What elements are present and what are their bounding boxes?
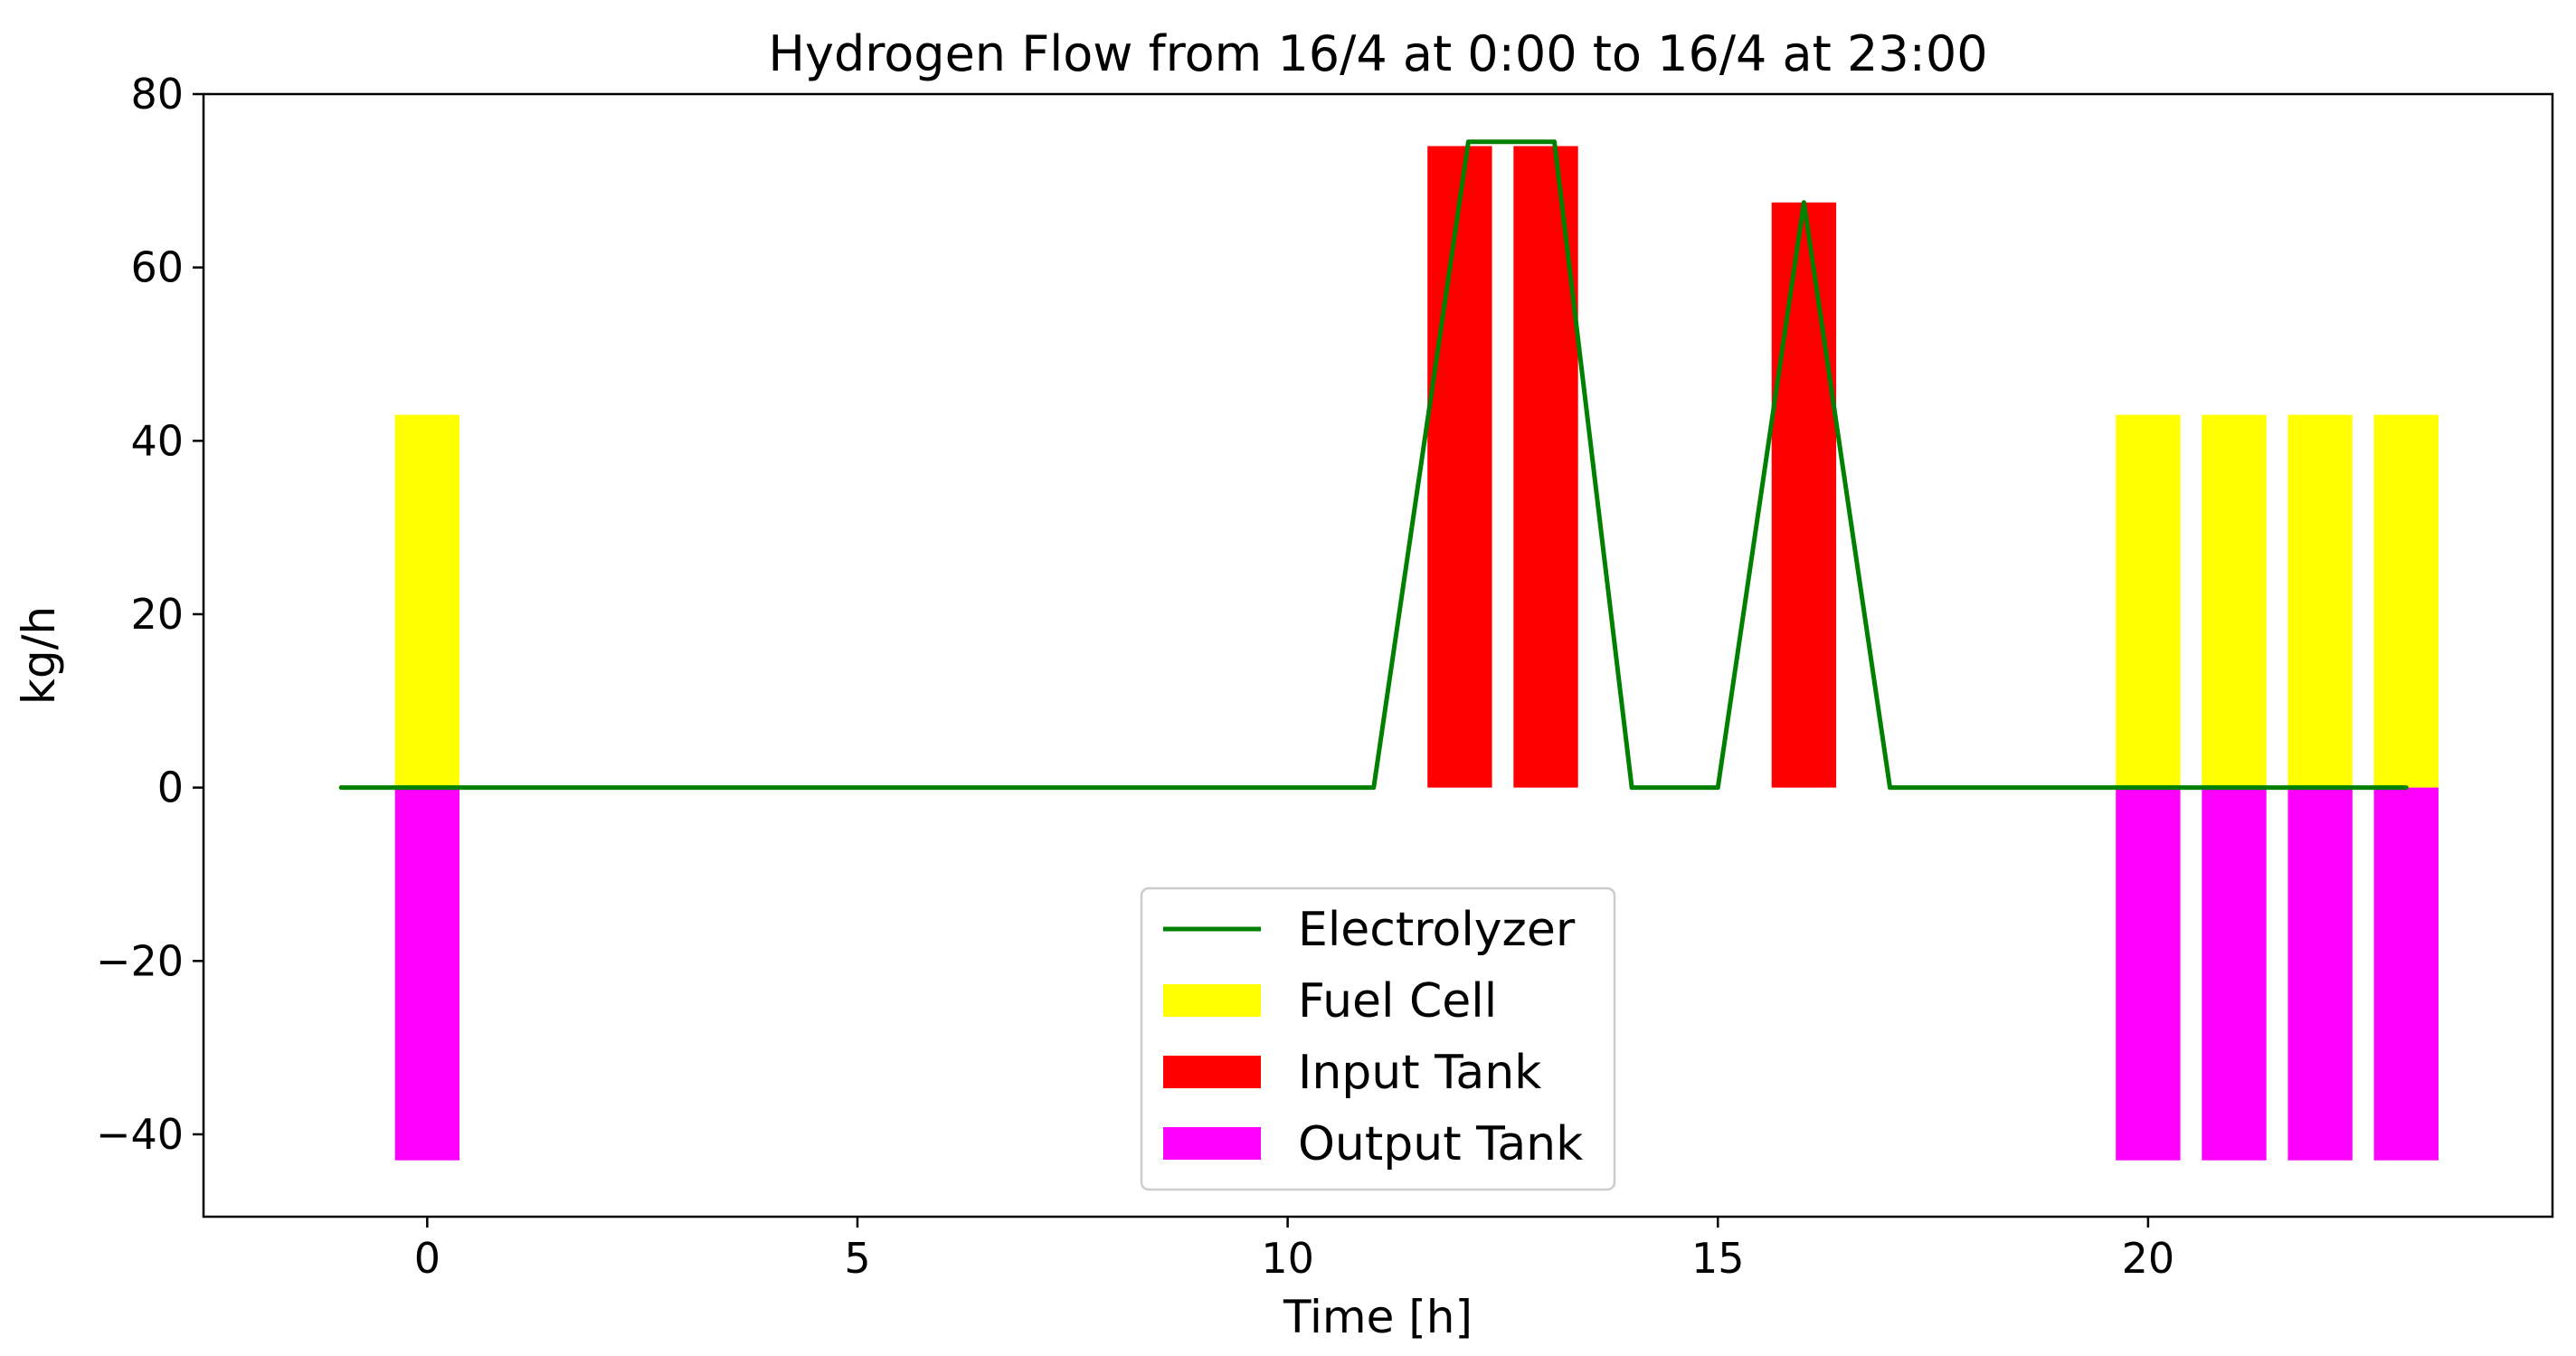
y-tick-label: 20 [130,590,184,639]
y-axis: −40 −20 0 20 40 60 80 [96,70,204,1159]
y-tick-label: 40 [130,416,184,465]
x-tick-label: 10 [1261,1234,1314,1283]
chart-title: Hydrogen Flow from 16/4 at 0:00 to 16/4 … [768,25,1987,82]
legend: Electrolyzer Fuel Cell Input Tank Output Ta… [1140,887,1616,1191]
legend-label-fuel-cell: Fuel Cell [1298,974,1497,1029]
y-tick-label: −20 [96,936,184,985]
legend-label-input-tank: Input Tank [1298,1046,1541,1100]
legend-label-electrolyzer: Electrolyzer [1298,903,1576,957]
bar-input-tank-12 [1427,146,1492,788]
y-tick-label: 0 [157,763,184,812]
y-tick-label: 80 [130,70,184,119]
x-axis: 0 5 10 15 20 [414,1217,2174,1283]
x-axis-label: Time [h] [1283,1291,1473,1343]
bar-output-tank-21 [2202,787,2267,1161]
plot-frame [202,92,2554,1219]
y-tick-label: −40 [96,1110,184,1159]
x-tick-label: 20 [2122,1234,2175,1283]
bar-output-tank-0 [394,787,460,1161]
bar-input-tank-16 [1771,202,1837,788]
legend-label-output-tank: Output Tank [1298,1117,1583,1171]
x-tick-label: 15 [1691,1234,1745,1283]
bar-fuel-cell-22 [2287,414,2353,788]
x-tick-label: 5 [844,1234,870,1283]
lines-layer [338,139,2409,791]
y-axis-label: kg/h [13,606,65,705]
legend-swatch-input-tank [1163,1056,1261,1088]
bar-output-tank-22 [2287,787,2353,1161]
bars-layer [394,146,2439,1161]
legend-box [1140,887,1616,1191]
y-tick-label: 60 [130,243,184,292]
legend-swatch-fuel-cell [1163,984,1261,1017]
line-electrolyzer [338,139,2409,791]
bar-output-tank-20 [2116,787,2181,1161]
legend-swatch-output-tank [1163,1127,1261,1160]
bar-fuel-cell-23 [2373,414,2439,788]
bar-output-tank-23 [2373,787,2439,1161]
x-tick-label: 0 [414,1234,440,1283]
bar-fuel-cell-21 [2202,414,2267,788]
bar-fuel-cell-0 [394,414,460,788]
bar-fuel-cell-20 [2116,414,2181,788]
